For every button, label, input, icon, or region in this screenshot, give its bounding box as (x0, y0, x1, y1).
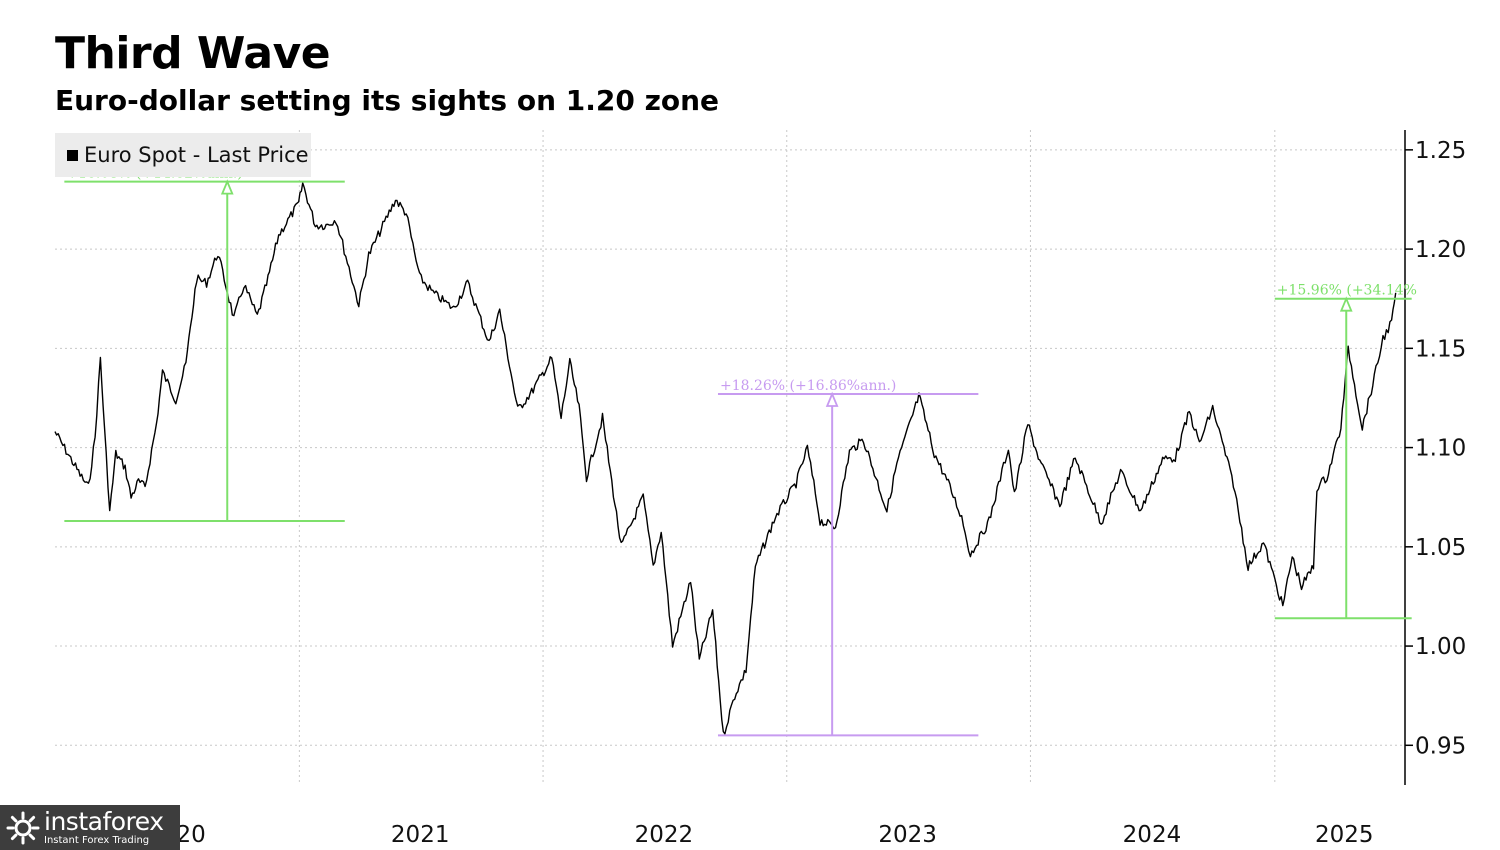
legend-label-euro-spot: Euro Spot - Last Price (84, 143, 309, 167)
y-tick-label: 0.95 (1415, 733, 1466, 759)
annotation-arrowhead (1339, 296, 1353, 312)
annotation-arrowhead (220, 179, 234, 195)
x-tick-label: 2025 (1315, 822, 1374, 848)
y-tick-label: 1.10 (1415, 436, 1466, 462)
y-tick-label: 1.20 (1415, 237, 1466, 263)
euro-spot-series-line (54, 182, 1397, 735)
x-tick-label: 2022 (635, 822, 694, 848)
range-annotation: +18.26% (+16.86%ann.) (717, 378, 979, 737)
range-annotation: +15.96% (+34.14% (1274, 283, 1417, 620)
watermark-tagline: Instant Forex Trading (44, 835, 150, 846)
watermark-brand: instaforex (44, 807, 164, 836)
chart-title: Third Wave (55, 28, 331, 79)
chart-subtitle: Euro-dollar setting its sights on 1.20 z… (55, 84, 720, 117)
annotation-arrowhead (825, 391, 839, 407)
y-tick-label: 1.25 (1415, 138, 1466, 164)
x-tick-label: 2024 (1123, 822, 1182, 848)
x-tick-label: 2023 (878, 822, 937, 848)
instaforex-logo-icon (6, 811, 40, 844)
annotation-label: +15.96% (+34.14% (1277, 283, 1417, 299)
y-tick-label: 1.05 (1415, 535, 1466, 561)
legend-swatch-euro-spot (67, 149, 78, 161)
annotation-label: +18.26% (+16.86%ann.) (720, 378, 896, 394)
x-tick-label: 2021 (391, 822, 450, 848)
y-tick-label: 1.00 (1415, 634, 1466, 660)
y-tick-label: 1.15 (1415, 336, 1466, 362)
instaforex-watermark: instaforex Instant Forex Trading (0, 805, 180, 850)
chart-legend: Euro Spot - Last Price (55, 133, 311, 177)
